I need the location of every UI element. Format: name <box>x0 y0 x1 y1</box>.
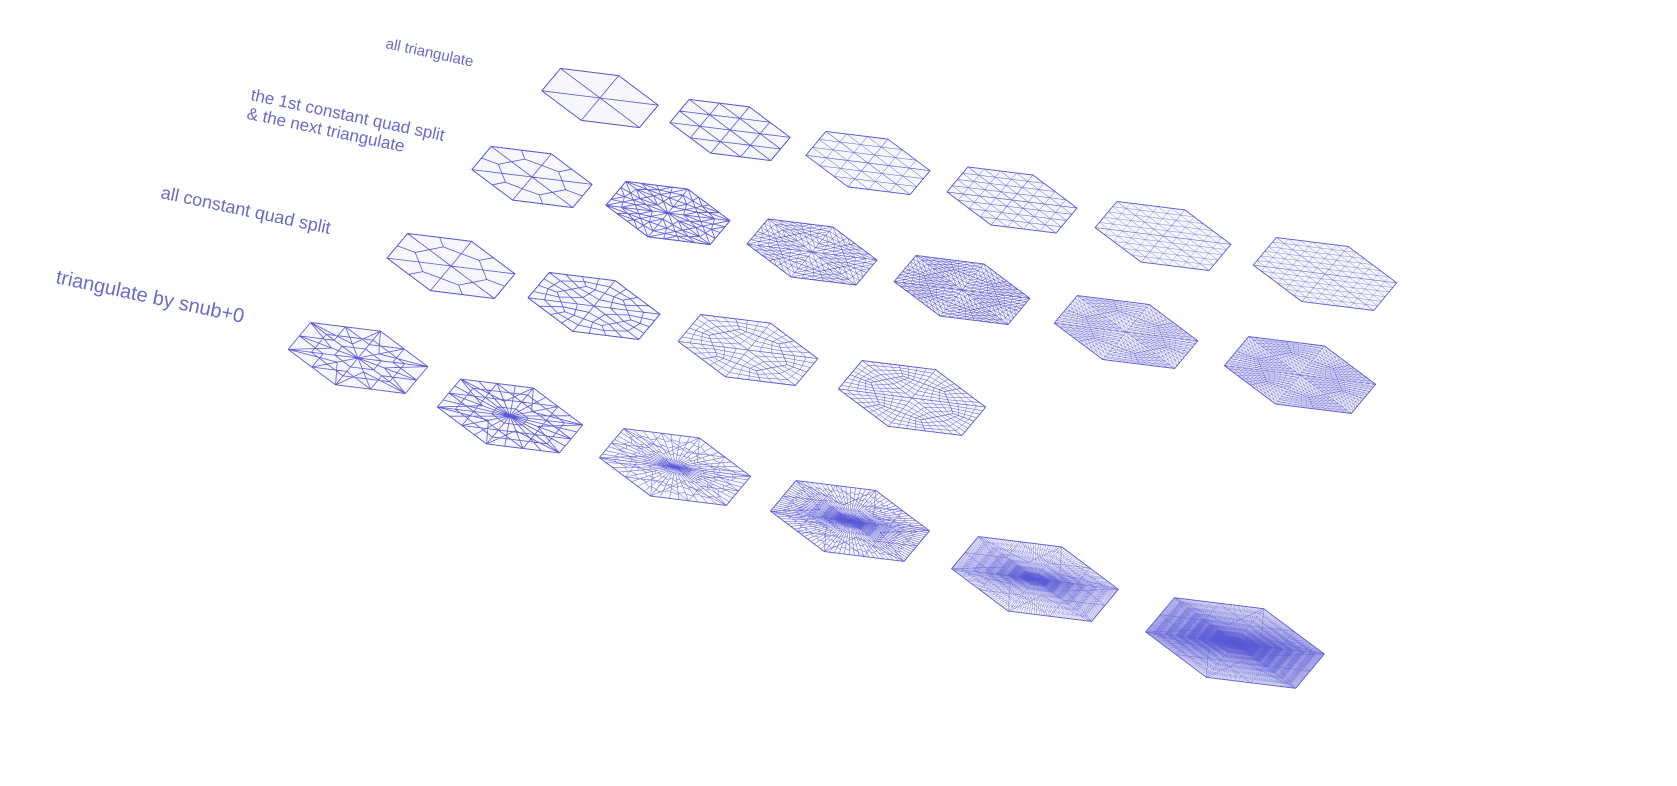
hexagon-outline <box>1252 237 1398 311</box>
mesh-hexagon <box>837 360 987 436</box>
mesh-hexagon <box>669 98 791 162</box>
mesh-hexagon <box>287 322 429 394</box>
hexagon-outline <box>1053 295 1199 369</box>
mesh-hexagon <box>1094 201 1232 271</box>
hexagon-outline <box>436 378 584 454</box>
mesh-edges <box>805 131 931 195</box>
hexagon-outline <box>605 180 731 246</box>
hexagon-outline <box>746 218 878 286</box>
label-first-quad-then-triangulate: the 1st constant quad split & the next t… <box>245 85 451 164</box>
mesh-hexagon <box>598 428 752 506</box>
hexagon-outline <box>1223 336 1377 414</box>
mesh-edges <box>1253 237 1397 311</box>
mesh-hexagon <box>746 218 878 286</box>
mesh-hexagon <box>541 67 659 129</box>
mesh-hexagon <box>386 233 516 299</box>
mesh-hexagon <box>605 180 731 246</box>
row-labels: all triangulate the 1st constant quad sp… <box>54 35 475 327</box>
hexagon-outline <box>893 255 1031 325</box>
mesh-hexagon <box>805 130 931 196</box>
mesh-edges <box>437 378 583 454</box>
mesh-hexagon <box>946 166 1078 234</box>
mesh-hexagon <box>1223 336 1377 414</box>
hexagon-outline <box>1145 597 1325 689</box>
label-all-triangulate: all triangulate <box>384 35 475 70</box>
mesh-hexagon <box>677 314 819 386</box>
hexagon-outline <box>598 428 752 506</box>
hexagon-outline <box>669 98 791 162</box>
mesh-hexagon <box>951 536 1119 622</box>
hexagon-outline <box>527 272 661 340</box>
hexagon-outline <box>541 67 659 129</box>
mesh-grid <box>287 67 1398 689</box>
hexagon-outline <box>805 130 931 196</box>
mesh-edges <box>288 322 428 394</box>
mesh-hexagon <box>1053 295 1199 369</box>
mesh-edges <box>1145 597 1325 689</box>
mesh-hexagon <box>527 272 661 340</box>
mesh-edges <box>770 480 930 562</box>
label-triangulate-by-snub: triangulate by snub+0 <box>54 266 246 327</box>
mesh-hexagon <box>1252 237 1398 311</box>
hexagon-outline <box>287 322 429 394</box>
mesh-edges <box>951 536 1119 622</box>
hexagon-outline <box>837 360 987 436</box>
hexagon-outline <box>946 166 1078 234</box>
mesh-hexagon <box>770 480 930 562</box>
hexagon-outline <box>951 536 1119 622</box>
mesh-edges <box>599 428 751 506</box>
mesh-hexagon <box>893 255 1031 325</box>
hexagon-outline <box>386 233 516 299</box>
mesh-edges <box>946 166 1078 234</box>
mesh-hexagon <box>1145 597 1325 689</box>
hexagon-outline <box>471 145 593 209</box>
mesh-edges <box>1094 201 1232 271</box>
label-all-constant-quad-split: all constant quad split <box>159 182 332 238</box>
mesh-hexagon <box>471 145 593 209</box>
hexagon-outline <box>1094 201 1232 271</box>
hexagon-outline <box>677 314 819 386</box>
mesh-hexagon <box>436 378 584 454</box>
hexagon-outline <box>770 480 930 562</box>
